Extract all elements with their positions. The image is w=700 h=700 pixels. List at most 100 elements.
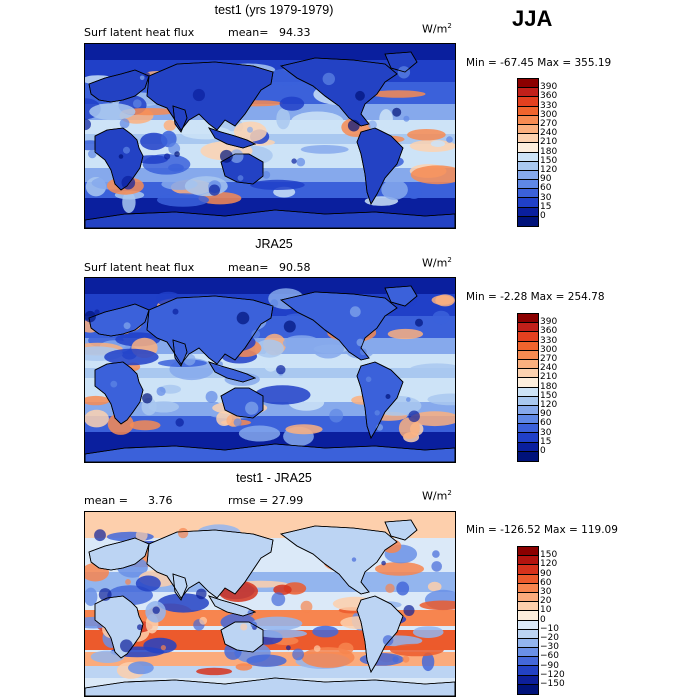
contour-region (427, 581, 442, 592)
map-diff (84, 511, 456, 697)
coastline-outline (94, 595, 144, 659)
colorbar-level-label: 180 (540, 381, 558, 392)
colorbar-swatch (518, 620, 538, 630)
coastline-outline (280, 291, 398, 361)
colorbar-swatch (518, 216, 538, 226)
colorbar-swatch (518, 657, 538, 667)
minmax-label: Min = -126.52 Max = 119.09 (466, 524, 618, 536)
colorbar-swatch (518, 97, 538, 107)
land-contour (291, 158, 297, 164)
colorbar-swatch (518, 442, 538, 452)
land-contour (240, 623, 248, 631)
coastline-outline (208, 361, 257, 383)
land-contour (156, 386, 166, 396)
season-label: JJA (512, 6, 553, 31)
contour-region (89, 103, 136, 121)
units-label: W/m2 (422, 22, 452, 36)
colorbar-level-label: 240 (540, 128, 558, 139)
contour-region (157, 593, 209, 613)
coastline-outline (384, 519, 418, 541)
contour-region (276, 108, 291, 130)
colorbar-level-label: 15 (540, 201, 552, 212)
contour-region (431, 295, 454, 305)
colorbar-swatch (518, 424, 538, 434)
colorbar-level-label: 90 (540, 409, 552, 420)
colorbar (517, 313, 539, 462)
contour-region (163, 120, 177, 131)
land-contour (270, 299, 279, 307)
colorbar-swatch (518, 359, 538, 370)
land-contour (300, 600, 313, 613)
colorbar-level-label: 270 (540, 354, 558, 364)
land-contour (123, 322, 131, 330)
latitude-band (85, 134, 455, 144)
land-contour (160, 645, 166, 651)
colorbar-level-label: −150 (540, 679, 565, 689)
contour-region (381, 179, 408, 200)
land-contour (177, 527, 189, 539)
contour-region (409, 363, 455, 377)
land-contour (313, 645, 321, 652)
latitude-band (85, 666, 455, 678)
colorbar-level-label: 330 (540, 100, 558, 111)
land-contour (205, 390, 218, 403)
coastline-outline (280, 57, 398, 127)
colorbar (517, 78, 539, 227)
colorbar-level-label: 20 (540, 596, 552, 607)
contour-region (168, 163, 184, 172)
contour-region (157, 193, 209, 207)
contour-region (291, 111, 344, 131)
contour-region (410, 165, 455, 185)
land-contour (139, 75, 145, 81)
contour-region (85, 409, 109, 428)
colorbar-level-label: 120 (540, 400, 558, 410)
land-contour (123, 146, 130, 154)
land-contour (118, 154, 124, 159)
colorbar-swatch (518, 405, 538, 416)
coastline-outline (172, 105, 188, 133)
contour-region (85, 587, 98, 606)
colorbar-swatch (518, 415, 538, 425)
colorbar-level-label: 10 (540, 605, 552, 616)
colorbar-swatch (518, 106, 538, 116)
land-contour (347, 119, 360, 132)
colorbar-swatch (518, 323, 538, 333)
coastline-outline (88, 69, 150, 103)
contour-region (301, 647, 355, 668)
colorbar-level-label: 300 (540, 109, 558, 120)
land-contour (251, 329, 261, 339)
colorbar-swatch (518, 115, 538, 125)
land-contour (349, 306, 361, 318)
contour-region (140, 132, 168, 151)
colorbar-level-label: 240 (540, 363, 558, 374)
coastline-outline (88, 537, 150, 571)
contour-region (90, 650, 125, 663)
land-contour (355, 90, 365, 101)
contour-region (370, 90, 426, 98)
contour-region (129, 420, 161, 431)
colorbar-level-label: −120 (540, 669, 565, 680)
land-contour (196, 588, 207, 600)
land-contour (432, 550, 440, 558)
colorbar-swatch (518, 189, 538, 199)
land-contour (135, 529, 148, 542)
contour-region (254, 385, 311, 405)
contour-region (406, 186, 422, 199)
colorbar-level-label: 30 (540, 192, 552, 203)
contour-region (282, 335, 321, 351)
latitude-band (85, 278, 455, 294)
colorbar-swatch (518, 675, 538, 685)
contour-region (398, 417, 420, 439)
variable-label: Surf latent heat flux (84, 26, 195, 39)
land-contour (385, 583, 395, 593)
colorbar-swatch (518, 583, 538, 593)
rmse-label: rmse = 27.99 (228, 494, 304, 507)
colorbar-swatch (518, 369, 538, 379)
land-contour (262, 171, 271, 179)
coastline-outline (172, 339, 188, 367)
colorbar-swatch (518, 207, 538, 217)
land-contour (233, 418, 242, 427)
colorbar-level-label: 150 (540, 390, 558, 401)
land-contour (286, 645, 291, 651)
minmax-label: Min = -67.45 Max = 355.19 (466, 57, 612, 69)
